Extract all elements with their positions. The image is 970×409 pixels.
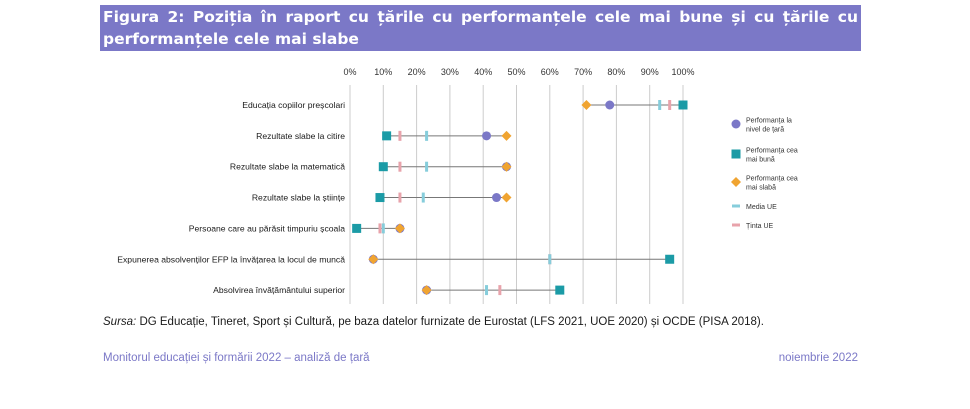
legend-label-line: Performanța la	[746, 118, 792, 125]
eu-target-marker	[398, 192, 402, 203]
eu-target-marker	[668, 100, 672, 110]
worst-performance-marker	[581, 100, 592, 110]
legend-label-line: mai slabă	[746, 185, 776, 192]
eu-target-marker	[398, 161, 402, 172]
x-tick-label: 20%	[408, 67, 426, 77]
figure-title-bar: Figura 2: Poziția în raport cu țările cu…	[100, 5, 861, 51]
eu-average-marker	[548, 254, 552, 265]
x-tick-label: 30%	[441, 67, 459, 77]
worst-performance-marker	[501, 161, 512, 172]
x-tick-label: 10%	[374, 67, 392, 77]
country-performance-marker	[605, 100, 615, 110]
eu-average-marker	[421, 192, 425, 203]
x-tick-label: 100%	[671, 67, 694, 77]
worst-performance-marker	[421, 285, 432, 296]
category-label: Absolvirea învățământului superior	[213, 285, 345, 295]
category-label: Rezultate slabe la citire	[256, 131, 345, 141]
x-tick-label: 40%	[474, 67, 492, 77]
legend-label: Performanța cea mai slabă	[746, 176, 798, 192]
legend-diamond-icon	[731, 177, 741, 187]
worst-performance-marker	[394, 223, 405, 234]
source-text: DG Educație, Tineret, Sport și Cultură, …	[136, 316, 764, 328]
footer-date: noiembrie 2022	[778, 352, 858, 364]
best-performance-marker	[378, 162, 388, 172]
country-performance-marker	[492, 193, 502, 203]
best-performance-marker	[352, 223, 362, 233]
best-performance-marker	[678, 100, 688, 110]
best-performance-marker	[375, 193, 385, 203]
eu-target-marker	[498, 285, 502, 296]
footer-publication: Monitorul educației și formării 2022 – a…	[103, 352, 370, 364]
worst-performance-marker	[368, 254, 379, 265]
best-performance-marker	[382, 131, 392, 141]
eu-average-marker	[381, 223, 385, 234]
legend-label-line: Ținta UE	[746, 223, 774, 230]
legend-label-line: Media UE	[746, 204, 777, 211]
category-label: Educația copiilor preșcolari	[242, 100, 345, 110]
worst-performance-marker	[501, 130, 512, 141]
legend-label-line: Performanța cea	[746, 176, 798, 183]
category-label: Rezultate slabe la științe	[252, 193, 345, 203]
legend-label: Performanța la nivel de țară	[746, 118, 792, 134]
eu-average-marker	[658, 100, 662, 110]
x-tick-label: 80%	[607, 67, 625, 77]
category-label: Expunerea absolvenților EFP la învățarea…	[117, 254, 345, 264]
legend-bar-icon	[732, 223, 740, 227]
x-tick-label: 0%	[343, 67, 356, 77]
country-performance-marker	[482, 131, 492, 141]
best-performance-marker	[555, 285, 565, 295]
x-tick-label: 70%	[574, 67, 592, 77]
worst-performance-marker	[501, 192, 512, 203]
eu-average-marker	[425, 161, 429, 172]
dumbbell-chart: 0% 10% 20% 30% 40% 50% 60% 70% 80% 90% 100% Educați…	[117, 67, 798, 304]
x-tick-label: 90%	[641, 67, 659, 77]
legend-label: Performanța cea mai bună	[746, 148, 798, 164]
eu-target-marker	[378, 223, 382, 234]
eu-average-marker	[425, 130, 429, 141]
eu-average-marker	[485, 285, 489, 296]
source-note: Sursa: DG Educație, Tineret, Sport și Cu…	[103, 316, 764, 328]
x-tick-label: 50%	[507, 67, 525, 77]
category-label: Persoane care au părăsit timpuriu școala	[189, 223, 345, 233]
legend-bar-icon	[732, 204, 740, 208]
eu-target-marker	[398, 130, 402, 141]
x-tick-label: 60%	[541, 67, 559, 77]
source-label: Sursa:	[103, 316, 137, 328]
legend-square-icon	[731, 149, 741, 159]
best-performance-marker	[665, 254, 675, 264]
legend-label-line: Performanța cea	[746, 148, 798, 155]
legend-label-line: mai bună	[746, 157, 775, 164]
legend-label-line: nivel de țară	[746, 127, 784, 134]
figure-title: Figura 2: Poziția în raport cu țările cu…	[103, 8, 858, 48]
category-label: Rezultate slabe la matematică	[230, 162, 345, 172]
legend-label: Media UE	[746, 204, 777, 211]
legend-label: Ținta UE	[746, 223, 774, 230]
legend-circle-icon	[731, 119, 741, 129]
